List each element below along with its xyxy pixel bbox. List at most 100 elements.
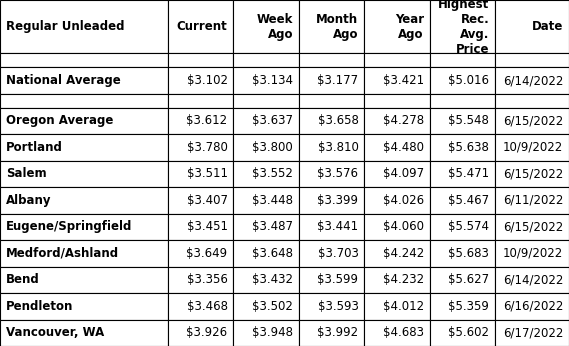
Text: $5.467: $5.467	[448, 194, 489, 207]
Bar	[299, 240, 364, 266]
Text: $4.026: $4.026	[383, 194, 424, 207]
Text: $3.648: $3.648	[252, 247, 293, 260]
Bar	[0, 108, 168, 134]
Bar	[0, 266, 168, 293]
Text: Salem: Salem	[6, 167, 46, 180]
Bar	[168, 67, 233, 94]
Text: $3.593: $3.593	[318, 300, 358, 313]
Bar	[233, 108, 299, 134]
Text: Pendleton: Pendleton	[6, 300, 73, 313]
Text: 6/14/2022: 6/14/2022	[503, 74, 563, 87]
Bar	[233, 293, 299, 319]
Text: Regular Unleaded: Regular Unleaded	[6, 20, 124, 33]
Bar	[0, 134, 168, 161]
Bar	[168, 187, 233, 213]
Text: $4.012: $4.012	[383, 300, 424, 313]
Bar	[364, 53, 430, 67]
Bar	[495, 161, 569, 187]
Bar	[495, 266, 569, 293]
Bar	[430, 187, 495, 213]
Text: $5.627: $5.627	[448, 273, 489, 286]
Text: 6/17/2022: 6/17/2022	[503, 326, 563, 339]
Bar	[495, 67, 569, 94]
Bar	[364, 293, 430, 319]
Bar	[233, 94, 299, 108]
Text: $4.242: $4.242	[383, 247, 424, 260]
Text: $3.552: $3.552	[252, 167, 293, 180]
Text: 6/14/2022: 6/14/2022	[503, 273, 563, 286]
Bar	[495, 108, 569, 134]
Text: $3.800: $3.800	[252, 141, 293, 154]
Text: $4.683: $4.683	[383, 326, 424, 339]
Bar	[299, 161, 364, 187]
Text: $5.016: $5.016	[448, 74, 489, 87]
Text: Month
Ago: Month Ago	[316, 13, 358, 41]
Bar	[495, 213, 569, 240]
Bar	[0, 240, 168, 266]
Bar	[430, 134, 495, 161]
Text: $5.602: $5.602	[448, 326, 489, 339]
Text: $3.658: $3.658	[318, 115, 358, 127]
Bar	[430, 213, 495, 240]
Bar	[168, 161, 233, 187]
Text: Vancouver, WA: Vancouver, WA	[6, 326, 104, 339]
Text: $4.480: $4.480	[383, 141, 424, 154]
Text: $3.441: $3.441	[318, 220, 358, 233]
Bar	[0, 67, 168, 94]
Text: $4.097: $4.097	[383, 167, 424, 180]
Text: $3.399: $3.399	[318, 194, 358, 207]
Bar	[364, 187, 430, 213]
Text: $3.432: $3.432	[252, 273, 293, 286]
Text: 10/9/2022: 10/9/2022	[503, 247, 563, 260]
Text: $3.134: $3.134	[252, 74, 293, 87]
Text: $3.502: $3.502	[252, 300, 293, 313]
Bar	[0, 213, 168, 240]
Bar	[168, 266, 233, 293]
Bar	[430, 161, 495, 187]
Bar	[168, 240, 233, 266]
Text: $3.407: $3.407	[187, 194, 228, 207]
Text: $3.576: $3.576	[318, 167, 358, 180]
Bar	[168, 213, 233, 240]
Text: $3.612: $3.612	[187, 115, 228, 127]
Bar	[430, 67, 495, 94]
Text: $3.780: $3.780	[187, 141, 228, 154]
Bar	[299, 187, 364, 213]
Bar	[495, 94, 569, 108]
Bar	[364, 266, 430, 293]
Bar	[495, 240, 569, 266]
Bar	[430, 240, 495, 266]
Bar	[430, 0, 495, 53]
Text: $3.451: $3.451	[187, 220, 228, 233]
Text: $3.177: $3.177	[318, 74, 358, 87]
Text: Bend: Bend	[6, 273, 39, 286]
Text: $3.448: $3.448	[252, 194, 293, 207]
Text: $3.487: $3.487	[252, 220, 293, 233]
Text: Week
Ago: Week Ago	[257, 13, 293, 41]
Bar	[0, 161, 168, 187]
Text: Portland: Portland	[6, 141, 63, 154]
Bar	[168, 53, 233, 67]
Bar	[430, 266, 495, 293]
Text: Current: Current	[177, 20, 228, 33]
Bar	[0, 53, 168, 67]
Bar	[0, 94, 168, 108]
Bar	[430, 293, 495, 319]
Text: $3.948: $3.948	[252, 326, 293, 339]
Text: $3.421: $3.421	[383, 74, 424, 87]
Bar	[299, 266, 364, 293]
Bar	[233, 240, 299, 266]
Bar	[168, 319, 233, 346]
Text: Medford/Ashland: Medford/Ashland	[6, 247, 119, 260]
Text: Oregon Average: Oregon Average	[6, 115, 113, 127]
Text: $5.638: $5.638	[448, 141, 489, 154]
Bar	[233, 213, 299, 240]
Text: $3.649: $3.649	[187, 247, 228, 260]
Text: Date: Date	[532, 20, 563, 33]
Bar	[168, 134, 233, 161]
Text: Eugene/Springfield: Eugene/Springfield	[6, 220, 132, 233]
Text: $3.102: $3.102	[187, 74, 228, 87]
Text: $4.278: $4.278	[383, 115, 424, 127]
Bar	[364, 161, 430, 187]
Bar	[233, 67, 299, 94]
